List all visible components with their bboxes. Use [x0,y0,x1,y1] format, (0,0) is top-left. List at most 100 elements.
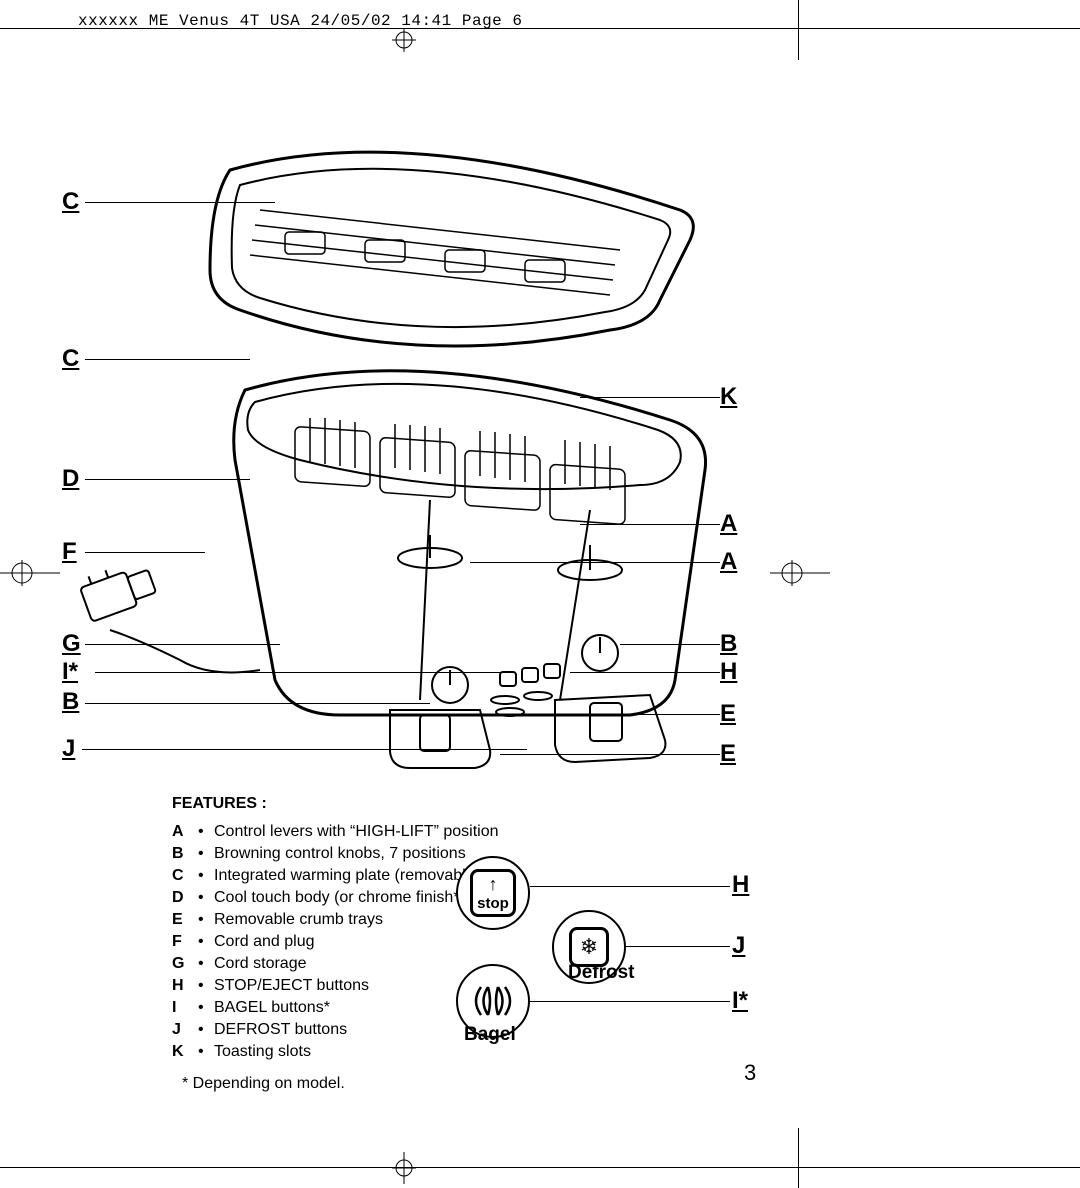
feature-row: G•Cord storage [172,953,499,975]
feature-text: STOP/EJECT buttons [214,975,369,997]
callout-line [630,714,720,715]
callout-line [626,946,730,947]
feature-letter: F [172,931,198,953]
feature-bullet: • [198,975,214,997]
button-icons: ↑ stop H ❄ Defrost J Bagel I* [456,856,766,1056]
callout-F: F [62,538,77,566]
snowflake-icon: ❄ [580,934,598,960]
callout-line [85,703,430,704]
callout-line [82,749,527,750]
callout-C-top: C [62,188,79,216]
feature-text: Toasting slots [214,1041,311,1063]
feature-bullet: • [198,1019,214,1041]
feature-text: Cool touch body (or chrome finish*) [214,887,465,909]
callout-line [530,886,730,887]
feature-letter: J [172,1019,198,1041]
bagel-label: Bagel [464,1024,516,1046]
callout-I-star-left: I* [62,658,78,686]
feature-bullet: • [198,931,214,953]
crop-line-v-bottom [798,1128,799,1188]
callout-B-left: B [62,688,79,716]
feature-text: Cord storage [214,953,307,975]
callout-K: K [720,383,737,411]
callout-line [95,672,510,673]
bagel-icon [468,983,518,1019]
feature-row: A•Control levers with “HIGH-LIFT” positi… [172,821,499,843]
registration-mark-bottom [392,1148,416,1188]
feature-bullet: • [198,953,214,975]
feature-bullet: • [198,887,214,909]
toaster-diagram [60,140,780,800]
callout-A2: A [720,548,737,576]
stop-icon: ↑ stop [470,869,516,917]
features-list: A•Control levers with “HIGH-LIFT” positi… [172,821,499,1063]
feature-text: Removable crumb trays [214,909,383,931]
feature-bullet: • [198,1041,214,1063]
callout-D: D [62,465,79,493]
features-title: FEATURES : [172,793,499,815]
defrost-icon: ❄ [569,927,609,967]
feature-row: B•Browning control knobs, 7 positions [172,843,499,865]
callout-line [530,1001,730,1002]
feature-letter: H [172,975,198,997]
feature-text: Integrated warming plate (removable) [214,865,480,887]
feature-row: F•Cord and plug [172,931,499,953]
feature-letter: E [172,909,198,931]
stop-icon-label: stop [477,895,509,912]
features-footnote: * Depending on model. [182,1073,499,1095]
callout-J-icon: J [732,932,745,960]
callout-H-icon: H [732,871,749,899]
feature-bullet: • [198,821,214,843]
callout-E2: E [720,740,736,768]
crop-line-bottom [0,1167,1080,1168]
callout-line [85,644,280,645]
page-number: 3 [744,1060,756,1086]
callout-A1: A [720,510,737,538]
callout-E1: E [720,700,736,728]
feature-row: D•Cool touch body (or chrome finish*) [172,887,499,909]
feature-row: K•Toasting slots [172,1041,499,1063]
callout-line [85,202,275,203]
crop-line-v-top [798,0,799,60]
callout-H-right: H [720,658,737,686]
feature-letter: K [172,1041,198,1063]
feature-letter: A [172,821,198,843]
feature-letter: C [172,865,198,887]
registration-mark-top [392,28,416,52]
callout-line [580,524,720,525]
registration-mark-left [0,558,60,588]
feature-letter: B [172,843,198,865]
callout-line [620,644,720,645]
callout-line [470,562,720,563]
feature-row: I•BAGEL buttons* [172,997,499,1019]
defrost-label: Defrost [568,962,635,984]
feature-letter: G [172,953,198,975]
feature-bullet: • [198,909,214,931]
callout-line [580,397,720,398]
feature-text: Browning control knobs, 7 positions [214,843,466,865]
feature-row: E•Removable crumb trays [172,909,499,931]
feature-letter: D [172,887,198,909]
callout-line [500,754,720,755]
callout-G: G [62,630,81,658]
feature-row: C•Integrated warming plate (removable) [172,865,499,887]
callout-C-bottom: C [62,345,79,373]
feature-text: Control levers with “HIGH-LIFT” position [214,821,499,843]
feature-letter: I [172,997,198,1019]
callout-line [570,672,720,673]
feature-text: BAGEL buttons* [214,997,330,1019]
callout-line [85,479,250,480]
crop-line-top [0,28,1080,29]
features-section: FEATURES : A•Control levers with “HIGH-L… [172,793,499,1095]
feature-row: H•STOP/EJECT buttons [172,975,499,997]
callout-J-left: J [62,735,75,763]
feature-bullet: • [198,843,214,865]
feature-text: Cord and plug [214,931,315,953]
feature-bullet: • [198,997,214,1019]
callout-B-right: B [720,630,737,658]
feature-row: J•DEFROST buttons [172,1019,499,1041]
stop-icon-circle: ↑ stop [456,856,530,930]
callout-line [85,552,205,553]
callout-line [85,359,250,360]
stop-arrow-icon: ↑ [489,874,498,895]
